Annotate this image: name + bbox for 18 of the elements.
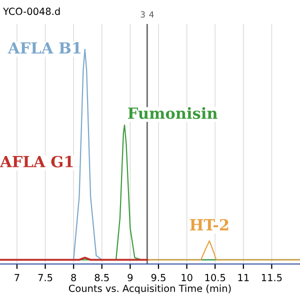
x-tick-label: 7.5 xyxy=(38,274,52,282)
x-tick-label: 11.5 xyxy=(262,274,282,282)
x-tick-label: 8 xyxy=(71,274,76,282)
x-tick-label: 10 xyxy=(182,274,192,282)
chart-title: YCO-0048.d xyxy=(2,8,60,16)
series-label: HT-2 xyxy=(190,218,228,230)
text: AFLA G1 xyxy=(0,156,73,168)
x-tick-label: 7 xyxy=(14,274,20,282)
text: 4 xyxy=(149,11,154,18)
series-label: Fumonisin xyxy=(128,107,218,119)
x-tick-label: 11 xyxy=(238,274,249,282)
x-tick-label: 9.5 xyxy=(151,274,166,282)
x-tick-label: 10.5 xyxy=(205,274,226,282)
x-tick-label: 9 xyxy=(128,274,133,282)
x-axis-title: Counts vs. Acquisition Time (min) xyxy=(68,284,231,294)
text: 3 xyxy=(140,11,145,18)
series-label: AFLA B1 xyxy=(8,42,81,54)
x-tick-label: 8.5 xyxy=(94,274,109,282)
